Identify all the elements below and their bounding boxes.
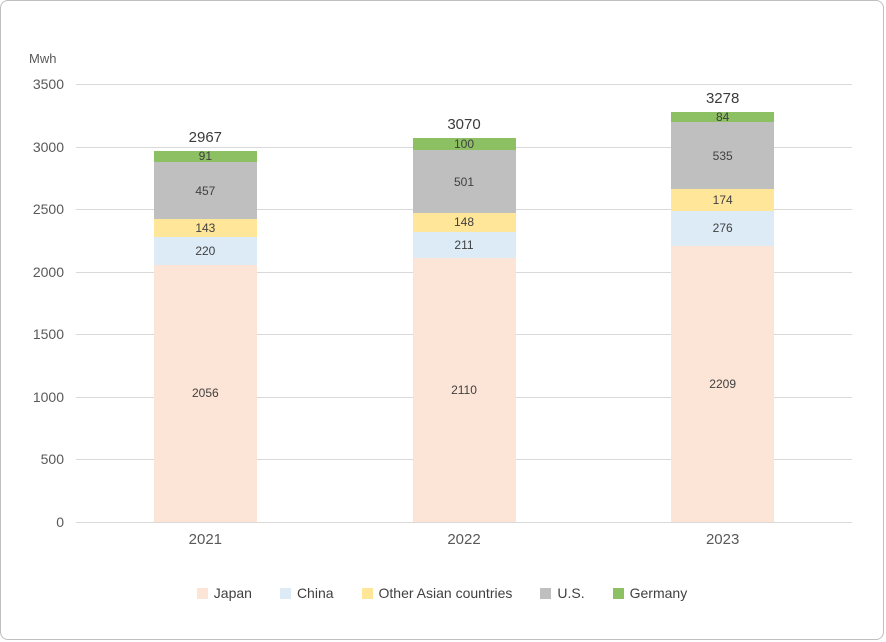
legend-label: Other Asian countries xyxy=(378,585,513,601)
bar-segment-germany-2023: 84 xyxy=(671,110,775,125)
y-axis-tick-label: 0 xyxy=(56,514,64,530)
legend-label: Germany xyxy=(629,585,688,601)
segment-value-label: 2110 xyxy=(451,382,477,397)
legend-item-other-asian-countries: Other Asian countries xyxy=(361,585,513,601)
y-axis-tick-label: 1500 xyxy=(32,326,64,343)
y-axis-unit-label: Mwh xyxy=(29,51,57,66)
segment-value-label: 211 xyxy=(454,237,474,252)
legend: Japan China Other Asian countries U.S. Germa… xyxy=(1,585,883,601)
legend-label: China xyxy=(296,585,334,601)
bar-segment-u-s-2022: 501 xyxy=(412,150,516,213)
legend-swatch-icon xyxy=(361,587,373,599)
legend-label: U.S. xyxy=(557,585,585,601)
segment-value-label: 2209 xyxy=(709,376,736,391)
bar-segment-u-s-2023: 535 xyxy=(671,122,775,190)
y-axis-tick-label: 1000 xyxy=(32,388,64,405)
segment-value-label: 2056 xyxy=(191,386,219,401)
x-axis-tick-label: 2021 xyxy=(188,531,223,548)
bar-segment-china-2022: 211 xyxy=(412,231,516,258)
segment-value-label: 220 xyxy=(195,243,216,258)
x-axis-tick-label: 2023 xyxy=(705,531,740,548)
y-axis-tick-label: 3500 xyxy=(32,76,64,92)
legend-swatch-icon xyxy=(540,587,552,599)
bar-segment-germany-2021: 91 xyxy=(153,149,257,164)
bar-segment-other-asian-countries-2021: 143 xyxy=(153,219,257,238)
segment-value-label: 174 xyxy=(712,193,733,208)
legend-item-germany: Germany xyxy=(612,585,688,601)
segment-value-label: 535 xyxy=(712,148,733,163)
segment-value-label: 148 xyxy=(453,215,475,230)
bar-segment-japan-2021: 2056 xyxy=(153,264,257,522)
y-axis-tick-label: 2000 xyxy=(32,263,64,280)
segment-value-label: 143 xyxy=(195,221,216,236)
legend-label: Japan xyxy=(213,585,252,601)
legend-item-china: China xyxy=(279,585,334,601)
bar-segment-japan-2023: 2209 xyxy=(671,245,775,522)
bar-segment-other-asian-countries-2022: 148 xyxy=(412,213,516,232)
y-axis-tick-label: 3000 xyxy=(32,138,64,155)
segment-value-label: 91 xyxy=(198,149,212,164)
x-axis-tick-label: 2022 xyxy=(447,531,481,548)
segment-value-label: 501 xyxy=(453,174,475,189)
bar-segment-japan-2022: 2110 xyxy=(412,257,516,522)
segment-value-label: 276 xyxy=(712,221,733,236)
bar-segment-china-2021: 220 xyxy=(153,237,257,265)
legend-item-u-s: U.S. xyxy=(540,585,585,601)
bar-segment-u-s-2021: 457 xyxy=(153,162,257,220)
y-axis-tick-label: 2500 xyxy=(32,201,64,218)
bar-segment-germany-2022: 100 xyxy=(412,137,516,152)
segment-value-label: 100 xyxy=(453,137,475,152)
y-axis-tick-label: 500 xyxy=(40,451,64,468)
segment-value-label: 84 xyxy=(715,110,730,125)
bar-total-label: 3278 xyxy=(705,89,740,107)
gridline xyxy=(76,84,852,85)
bar-total-label: 2967 xyxy=(188,128,223,146)
legend-item-japan: Japan xyxy=(196,585,252,601)
bar-total-label: 3070 xyxy=(447,115,481,133)
bar-segment-china-2023: 276 xyxy=(671,211,775,246)
legend-swatch-icon xyxy=(279,587,291,599)
legend-swatch-icon xyxy=(612,587,624,599)
legend-swatch-icon xyxy=(196,587,208,599)
segment-value-label: 457 xyxy=(195,183,216,198)
bar-segment-other-asian-countries-2023: 174 xyxy=(671,189,775,211)
gridline xyxy=(76,522,852,523)
